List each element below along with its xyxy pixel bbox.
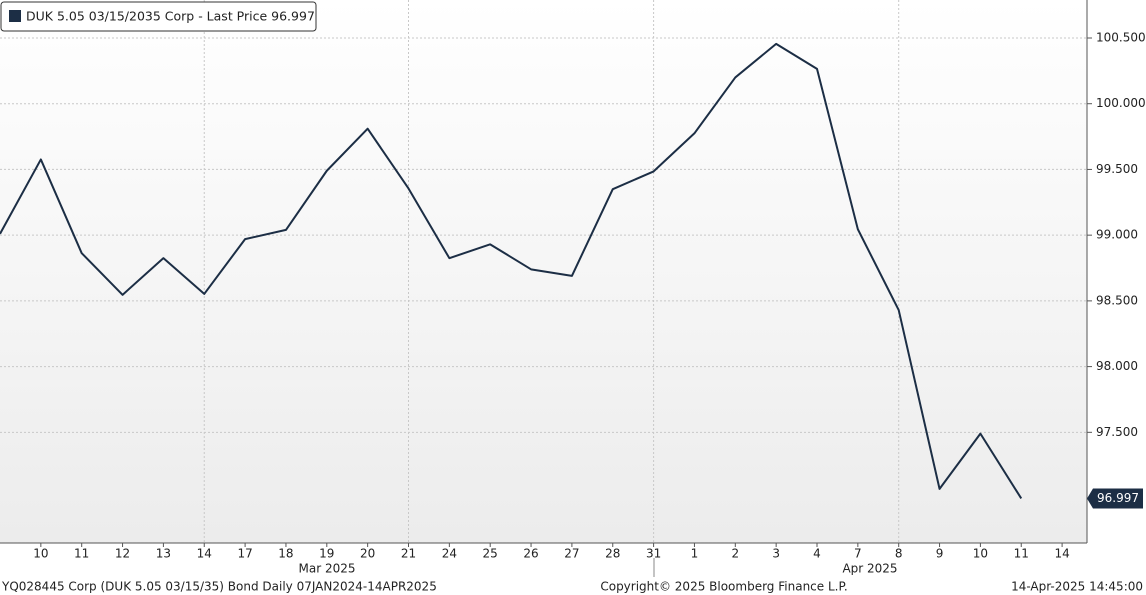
- x-tick-label: 2: [731, 547, 739, 561]
- month-label: Mar 2025: [299, 562, 356, 576]
- y-tick-label: 100.000: [1096, 96, 1146, 110]
- x-tick-label: 28: [605, 547, 620, 561]
- month-label: Apr 2025: [842, 562, 897, 576]
- x-tick-label: 14: [197, 547, 212, 561]
- x-tick-label: 26: [523, 547, 538, 561]
- x-tick-label: 24: [442, 547, 457, 561]
- marks: [0, 42, 1023, 499]
- x-tick-label: 19: [319, 547, 334, 561]
- x-tick-label: 13: [156, 547, 171, 561]
- footer-right: 14-Apr-2025 14:45:00: [1011, 580, 1143, 594]
- x-tick-label: 10: [33, 547, 48, 561]
- legend-swatch: [9, 10, 21, 22]
- x-tick-label: 20: [360, 547, 375, 561]
- legend-box: [0, 1, 317, 32]
- x-tick-label: 14: [1054, 547, 1069, 561]
- x-tick-label: 7: [854, 547, 862, 561]
- x-tick-label: 25: [483, 547, 498, 561]
- price-line: [0, 42, 1023, 499]
- x-tick-label: 17: [237, 547, 252, 561]
- x-tick-label: 12: [115, 547, 130, 561]
- y-tick-label: 99.000: [1096, 228, 1138, 242]
- x-tick-label: 4: [813, 547, 821, 561]
- x-tick-label: 18: [278, 547, 293, 561]
- x-tick-label: 9: [936, 547, 944, 561]
- x-tick-label: 31: [646, 547, 661, 561]
- last-price-label: 96.997: [1097, 491, 1139, 505]
- x-tick-label: 21: [401, 547, 416, 561]
- y-tick-label: 97.500: [1096, 425, 1138, 439]
- y-tick-label: 98.000: [1096, 359, 1138, 373]
- grid: [0, 0, 1087, 543]
- x-tick-label: 11: [1014, 547, 1029, 561]
- y-tick-label: 98.500: [1096, 293, 1138, 307]
- legend: DUK 5.05 03/15/2035 Corp - Last Price 96…: [0, 1, 317, 32]
- y-tick-label: 99.500: [1096, 162, 1138, 176]
- footer-left: YQ028445 Corp (DUK 5.05 03/15/35) Bond D…: [1, 580, 437, 594]
- x-tick-label: 3: [772, 547, 780, 561]
- x-tick-label: 1: [691, 547, 699, 561]
- footer-center: Copyright© 2025 Bloomberg Finance L.P.: [600, 580, 847, 594]
- last-price-tag: [1087, 488, 1143, 509]
- y-tick-label: 100.500: [1096, 30, 1146, 44]
- x-tick-label: 10: [973, 547, 988, 561]
- legend-label: DUK 5.05 03/15/2035 Corp - Last Price 96…: [26, 9, 315, 24]
- x-tick-label: 8: [895, 547, 903, 561]
- x-tick-label: 11: [74, 547, 89, 561]
- x-tick-label: 27: [564, 547, 579, 561]
